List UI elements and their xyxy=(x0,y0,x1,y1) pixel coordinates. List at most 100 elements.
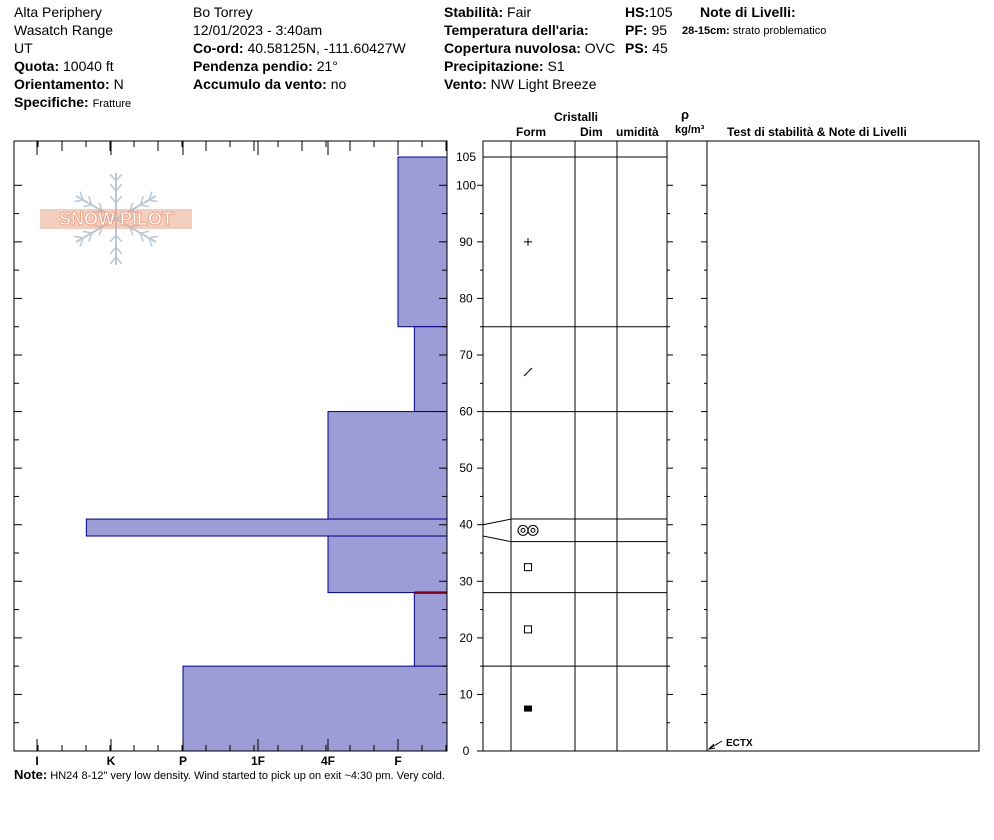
square xyxy=(524,563,532,572)
snowflake-branch xyxy=(140,230,150,234)
ps-label: PS: xyxy=(625,40,649,56)
aspect-label: Orientamento: xyxy=(14,76,110,92)
double-circle-icon xyxy=(517,524,539,536)
height-label-60: 60 xyxy=(459,405,473,419)
hardness-label-1F: 1F xyxy=(251,754,265,768)
stability: Stabilità: Fair xyxy=(444,4,531,20)
slope-value: 21° xyxy=(316,58,338,74)
layer-notes-label: Note di Livelli: xyxy=(700,4,796,20)
stability-value: Fair xyxy=(507,4,532,20)
test-arrowhead xyxy=(707,743,716,750)
hardness-layer-0 xyxy=(397,156,448,328)
wind-loading-label: Accumulo da vento: xyxy=(193,76,327,92)
snowflake-branch xyxy=(74,199,84,203)
hardness-label-I: I xyxy=(35,754,38,768)
height-label-0: 0 xyxy=(463,744,470,758)
snowflake-branch xyxy=(74,235,84,239)
filled-square-icon xyxy=(524,705,532,712)
height-label-90: 90 xyxy=(459,235,473,249)
axis-ticks xyxy=(13,141,707,752)
height-label-105: 105 xyxy=(456,150,476,164)
snowflake-branch xyxy=(115,234,123,243)
hardness-layer-6 xyxy=(182,665,448,752)
snowflake-branch xyxy=(148,199,158,203)
filled-square xyxy=(524,705,532,712)
chart-frame xyxy=(13,140,980,752)
specifics: Specifiche: Fratture xyxy=(14,94,131,112)
wind-loading-value: no xyxy=(330,76,347,92)
slash xyxy=(523,367,533,377)
crystal-forms xyxy=(517,237,539,712)
note: Note: HN24 8-12" very low density. Wind … xyxy=(14,767,445,784)
height-labels: 0 10 20 30 40 50 60 70 80 90 100 105 xyxy=(456,150,476,758)
hardness-label-K: K xyxy=(107,754,116,768)
snowflake-branch xyxy=(82,204,92,208)
hardness-layer-1 xyxy=(413,326,448,413)
boundary-connector xyxy=(482,535,512,543)
precip-value: S1 xyxy=(547,58,565,74)
logo-band xyxy=(40,209,192,229)
mf-outer xyxy=(527,524,539,536)
hardness-layer-5 xyxy=(413,592,448,667)
snowpilot-logo: SNOW PILOT xyxy=(40,173,192,265)
snowflake-branch xyxy=(87,196,93,206)
layer-note: 28-15cm: strato problematico xyxy=(682,23,826,39)
layer-note-text: strato problematico xyxy=(732,25,827,37)
hardness-label-P: P xyxy=(179,754,187,768)
sky-label: Copertura nuvolosa: xyxy=(444,40,581,56)
range: Wasatch Range xyxy=(14,22,114,38)
plus-icon xyxy=(524,237,532,246)
hardness-label-F: F xyxy=(394,754,401,768)
height-label-80: 80 xyxy=(459,291,473,305)
pf: PF: 95 xyxy=(625,22,667,38)
coord-label: Co-ord: xyxy=(193,40,244,56)
height-label-20: 20 xyxy=(459,631,473,645)
test-label: ECTX xyxy=(726,738,753,749)
hardness-label-4F: 4F xyxy=(321,754,335,768)
wind-value: NW Light Breeze xyxy=(490,76,597,92)
snowflake-branch xyxy=(115,246,123,255)
precipitation: Precipitazione: S1 xyxy=(444,58,565,74)
hs: HS:105 xyxy=(625,4,672,20)
hardness-labels: I K P 1F 4F F xyxy=(35,754,401,768)
hardness-layer-3 xyxy=(85,518,448,537)
snowflake-branch xyxy=(109,183,117,192)
aspect: Orientamento: N xyxy=(14,76,124,92)
pf-label: PF: xyxy=(625,22,648,38)
sky-value: OVC xyxy=(584,40,616,56)
snowflake-branch xyxy=(148,191,153,201)
height-label-40: 40 xyxy=(459,518,473,532)
wind-label: Vento: xyxy=(444,76,487,92)
square-icon xyxy=(524,625,532,634)
snowflake-branch xyxy=(115,173,123,182)
slash-icon xyxy=(523,367,533,377)
wind-loading: Accumulo da vento: no xyxy=(193,76,346,92)
location: Alta Periphery xyxy=(14,4,102,20)
mf-outer xyxy=(517,524,529,536)
snowflake-branch xyxy=(115,183,123,192)
elevation-value: 10040 ft xyxy=(63,58,114,74)
hs-label: HS: xyxy=(625,4,650,20)
square xyxy=(524,625,532,634)
elevation: Quota: 10040 ft xyxy=(14,58,114,74)
rho-header: ρ xyxy=(681,107,690,122)
test-pointer xyxy=(708,740,723,750)
mf-inner xyxy=(520,527,526,533)
snowflake-branch xyxy=(79,237,84,247)
specifics-value: Fratture xyxy=(92,98,132,110)
slope-label: Pendenza pendio: xyxy=(193,58,313,74)
size-header: Dim xyxy=(580,125,603,139)
stability-tests: ECTX xyxy=(707,738,753,750)
aspect-value: N xyxy=(113,76,124,92)
pf-value: 95 xyxy=(651,22,668,38)
snowflake-branch xyxy=(148,235,158,239)
mf-inner xyxy=(530,527,536,533)
state: UT xyxy=(14,40,33,56)
specifics-label: Specifiche: xyxy=(14,94,89,110)
form-header: Form xyxy=(516,125,546,139)
snowflake-branch xyxy=(82,230,92,234)
wind: Vento: NW Light Breeze xyxy=(444,76,597,92)
coordinates: Co-ord: 40.58125N, -111.60427W xyxy=(193,40,406,56)
snowflake-branch xyxy=(139,196,145,206)
height-label-100: 100 xyxy=(456,178,476,192)
